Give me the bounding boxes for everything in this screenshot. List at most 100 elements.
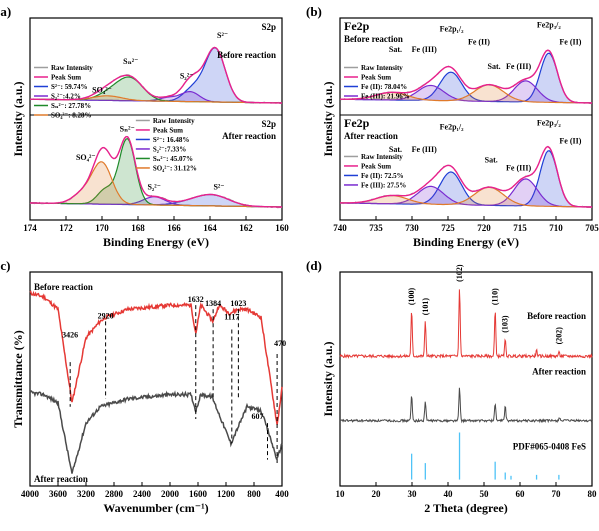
legend-entry: Sₙ²⁻: 45.07% xyxy=(153,155,193,163)
x-tick-label: 715 xyxy=(513,223,527,233)
peak-annotation: 1632 xyxy=(188,295,204,304)
series-label: PDF#065-0408 FeS xyxy=(513,442,586,452)
peak-label: S²⁻ xyxy=(217,31,228,40)
x-axis-label: 2 Theta (degree) xyxy=(424,501,508,515)
y-axis-label: Intensity (a.u.) xyxy=(11,81,25,156)
x-tick-label: 40 xyxy=(444,489,454,499)
legend-entry: Raw Intensity xyxy=(361,64,403,72)
subpanel-condition: Before reaction xyxy=(344,34,403,44)
panel-label: (a) xyxy=(0,4,11,19)
peak-label: Fe2p₁/₂ xyxy=(440,123,465,132)
legend-entry: S₂²⁻:4.2% xyxy=(51,93,81,101)
peak-label: Fe (III) xyxy=(506,62,531,71)
legend-entry: SO₄²⁻: 31.12% xyxy=(153,164,197,172)
subpanel-element: S2p xyxy=(261,22,276,32)
peak-label: Fe (II) xyxy=(468,37,490,46)
series-label: Before reaction xyxy=(527,311,586,321)
peak-annotation: 1023 xyxy=(230,299,246,308)
panel-label: (d) xyxy=(306,258,322,273)
peak-label: Fe (II) xyxy=(559,137,581,146)
x-tick-label: 725 xyxy=(441,223,455,233)
x-tick-label: 710 xyxy=(549,223,563,233)
x-tick-label: 160 xyxy=(275,223,289,233)
hkl-label: (110) xyxy=(491,288,500,305)
peak-label: S²⁻ xyxy=(213,182,224,191)
legend-entry: Peak Sum xyxy=(51,74,81,82)
x-tick-label: 174 xyxy=(23,223,37,233)
x-tick-label: 30 xyxy=(408,489,418,499)
hkl-label: (101) xyxy=(421,298,430,316)
peak-label: Sat. xyxy=(485,155,498,164)
legend-entry: S²⁻: 59.74% xyxy=(51,83,88,91)
peak-annotation: 3426 xyxy=(62,331,78,340)
plot-frame xyxy=(340,272,592,486)
subpanel-element: Fe2p xyxy=(344,116,370,130)
legend-entry: S₂²⁻:7.33% xyxy=(153,145,186,153)
ftir-series-line xyxy=(30,292,282,425)
x-tick-label: 720 xyxy=(477,223,491,233)
peak-label: Fe2p₃/₂ xyxy=(537,119,562,128)
x-axis-label: Binding Energy (eV) xyxy=(103,235,209,249)
x-tick-label: 800 xyxy=(247,489,261,499)
x-tick-label: 70 xyxy=(552,489,562,499)
x-tick-label: 20 xyxy=(372,489,382,499)
x-tick-label: 172 xyxy=(59,223,73,233)
x-tick-label: 3200 xyxy=(77,489,96,499)
panel-a: 174 172 170 168 166 164 162 160Binding Energy (… xyxy=(0,4,289,249)
y-axis-label: Intensity (a.u.) xyxy=(321,341,335,416)
ftir-series-line xyxy=(30,391,282,474)
panel-label: (c) xyxy=(0,258,10,273)
x-tick-label: 170 xyxy=(95,223,109,233)
legend-entry: Fe (II): 78.04% xyxy=(361,83,407,91)
legend-entry: SO₄²⁻: 8.28% xyxy=(51,112,92,120)
legend-entry: Fe (II): 72.5% xyxy=(361,172,404,180)
peak-annotation: 1117 xyxy=(224,312,239,321)
legend-entry: Raw Intensity xyxy=(51,64,93,72)
x-tick-label: 2800 xyxy=(105,489,124,499)
panel-c: 4000 3600 3200 2800 2400 2000 1600 1200 800 400 Wa… xyxy=(0,258,289,515)
peak-label: Fe (III) xyxy=(412,45,437,54)
y-axis-label: Transmittance (%) xyxy=(11,330,25,427)
legend-entry: Peak Sum xyxy=(361,162,391,170)
peak-label: S₂²⁻ xyxy=(180,71,193,80)
x-tick-label: 60 xyxy=(516,489,526,499)
legend-entry: Peak Sum xyxy=(361,74,391,82)
peak-label: Sₙ²⁻ xyxy=(123,57,138,66)
x-tick-label: 50 xyxy=(480,489,490,499)
xrd-pattern-line xyxy=(340,289,592,357)
peak-annotation: 1384 xyxy=(205,299,221,308)
series-label: After reaction xyxy=(532,367,586,377)
subpanel-condition: After reaction xyxy=(344,131,398,141)
legend-entry: Fe (III): 21.96% xyxy=(361,93,410,101)
legend-entry: Raw Intensity xyxy=(361,153,403,161)
hkl-label: (102) xyxy=(455,264,464,282)
peak-label: Fe (III) xyxy=(412,145,437,154)
xrd-pattern-line xyxy=(340,388,592,422)
x-tick-label: 735 xyxy=(369,223,383,233)
legend-entry: S²⁻: 16.48% xyxy=(153,136,190,144)
peak-annotation: 607 xyxy=(252,412,264,421)
hkl-label: (100) xyxy=(407,287,416,305)
series-label-after: After reaction xyxy=(34,474,88,484)
series-label-before: Before reaction xyxy=(34,282,93,292)
peak-annotation: 470 xyxy=(274,339,286,348)
y-axis-label: Intensity (a.u.) xyxy=(321,81,335,156)
hkl-label: (103) xyxy=(501,315,510,333)
x-tick-label: 80 xyxy=(588,489,598,499)
x-axis-label: Binding Energy (eV) xyxy=(413,235,519,249)
peak-annotation: 2920 xyxy=(98,311,114,320)
x-tick-label: 1200 xyxy=(217,489,236,499)
x-tick-label: 2400 xyxy=(133,489,152,499)
x-tick-label: 1600 xyxy=(189,489,208,499)
x-tick-label: 730 xyxy=(405,223,419,233)
x-axis-label: Wavenumber (cm⁻¹) xyxy=(103,501,208,515)
x-tick-label: 740 xyxy=(333,223,347,233)
peak-label: Fe2p₁/₂ xyxy=(440,24,465,33)
legend-entry: Peak Sum xyxy=(153,126,183,134)
legend-entry: Sₙ²⁻: 27.78% xyxy=(51,102,91,110)
x-tick-label: 164 xyxy=(203,223,217,233)
legend-entry: Raw Intensity xyxy=(153,117,195,125)
panel-label: (b) xyxy=(306,4,322,19)
x-tick-label: 162 xyxy=(239,223,253,233)
peak-label: Sat. xyxy=(389,45,402,54)
